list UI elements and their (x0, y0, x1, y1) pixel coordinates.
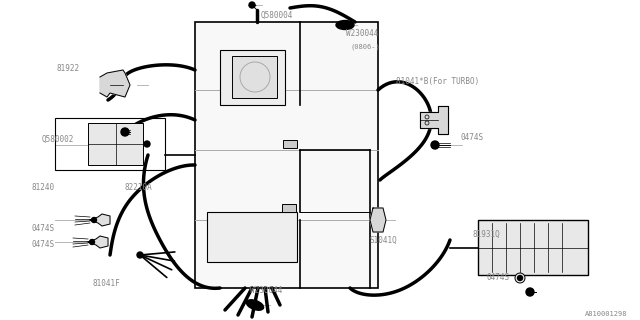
Circle shape (518, 276, 522, 281)
Polygon shape (420, 106, 448, 134)
Bar (232, 56, 277, 98)
Text: 81041F: 81041F (93, 279, 120, 288)
Bar (88, 123, 143, 165)
Text: 81041*B(For TURBO): 81041*B(For TURBO) (396, 77, 479, 86)
Circle shape (144, 141, 150, 147)
Circle shape (515, 273, 525, 283)
Text: 82210A: 82210A (125, 183, 152, 192)
Ellipse shape (336, 20, 354, 29)
Bar (282, 204, 296, 212)
Text: 0474S: 0474S (486, 273, 509, 282)
Circle shape (431, 141, 439, 149)
Text: 0474S: 0474S (31, 240, 54, 249)
Text: 81922: 81922 (57, 64, 80, 73)
Text: (0806-): (0806-) (351, 43, 380, 50)
Circle shape (90, 239, 95, 244)
Text: 0474S: 0474S (31, 224, 54, 233)
Polygon shape (100, 70, 130, 97)
Text: 81931Q: 81931Q (472, 230, 500, 239)
Polygon shape (370, 208, 386, 232)
Circle shape (92, 218, 97, 222)
Bar (55, 118, 165, 170)
Text: A810001298: A810001298 (585, 311, 627, 317)
Bar (478, 220, 588, 275)
Bar (207, 212, 297, 262)
Circle shape (137, 252, 143, 258)
Text: Q580004: Q580004 (261, 11, 294, 20)
Text: W230044: W230044 (346, 29, 378, 38)
Text: W230044: W230044 (250, 286, 282, 295)
Circle shape (121, 128, 129, 136)
Circle shape (526, 288, 534, 296)
Text: Q580002: Q580002 (41, 135, 74, 144)
Text: 0474S: 0474S (461, 133, 484, 142)
Bar (283, 140, 297, 148)
Text: S1041Q: S1041Q (370, 236, 397, 245)
Polygon shape (90, 214, 110, 226)
Bar (195, 22, 378, 288)
Text: 81240: 81240 (31, 183, 54, 192)
Circle shape (249, 2, 255, 8)
Polygon shape (88, 236, 108, 248)
Bar (220, 50, 285, 105)
Ellipse shape (246, 300, 264, 310)
